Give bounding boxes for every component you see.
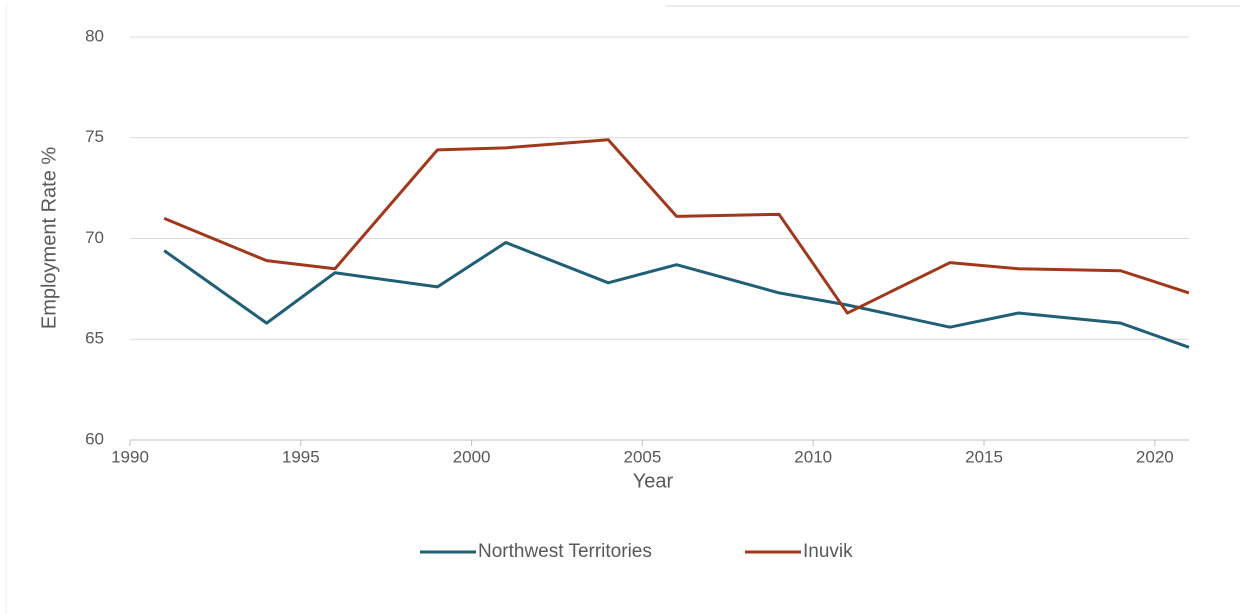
line-series <box>163 241 1190 349</box>
x-tick-label: 2010 <box>794 447 832 466</box>
x-tick-label: 2005 <box>624 447 662 466</box>
x-tick-label: 2015 <box>965 447 1003 466</box>
y-tick-label: 70 <box>85 228 104 247</box>
y-axis-label: Employment Rate % <box>38 147 60 330</box>
y-tick-label: 60 <box>85 429 104 448</box>
x-tick-label: 2020 <box>1136 447 1174 466</box>
x-axis-label: Year <box>633 470 674 492</box>
x-tick-label: 1995 <box>282 447 320 466</box>
legend-label: Northwest Territories <box>478 541 652 562</box>
line-series <box>163 138 1190 315</box>
y-tick-label: 65 <box>85 329 104 348</box>
legend-label: Inuvik <box>803 541 853 562</box>
y-tick-label: 80 <box>85 26 104 45</box>
x-tick-label: 2000 <box>453 447 491 466</box>
x-tick-label: 1990 <box>111 447 149 466</box>
y-tick-label: 75 <box>85 127 104 146</box>
